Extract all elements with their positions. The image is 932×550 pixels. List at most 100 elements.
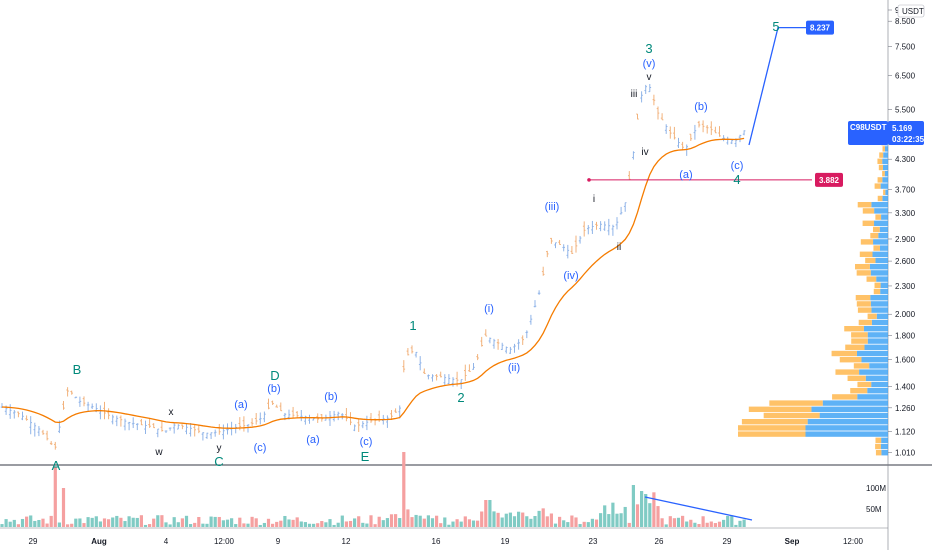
volume-bar xyxy=(328,519,332,527)
wave-label-minor: (iii) xyxy=(545,201,560,213)
volume-bar xyxy=(459,521,463,527)
volume-bar xyxy=(49,515,53,527)
symbol-label: C98USDT xyxy=(850,123,887,132)
volume-bar xyxy=(156,515,160,527)
volume-profile-bar xyxy=(839,357,862,363)
volume-profile-bar xyxy=(872,226,880,233)
volume-bar xyxy=(730,515,734,527)
time-tick-label: Sep xyxy=(785,537,800,546)
volume-bar xyxy=(29,515,33,527)
volume-bar xyxy=(521,512,525,527)
volume-profile-bar xyxy=(856,350,888,357)
wave-label-sub: w xyxy=(154,447,163,458)
wave-label-main: B xyxy=(73,362,82,377)
volume-bar xyxy=(685,521,689,527)
price-tick-label: 6.500 xyxy=(895,72,916,81)
volume-bar xyxy=(480,511,484,527)
wave-label-minor: (i) xyxy=(484,303,494,315)
volume-profile-bar xyxy=(881,214,888,220)
volume-bar xyxy=(570,515,574,527)
volume-axis: 100M 50M xyxy=(866,484,886,514)
volume-bar xyxy=(246,523,250,527)
volume-profile-bar xyxy=(850,388,868,394)
time-tick-label: 29 xyxy=(723,537,732,546)
volume-bar xyxy=(488,500,492,527)
volume-profile-bar xyxy=(835,369,860,375)
volume-profile-bar xyxy=(870,301,888,307)
volume-bar xyxy=(82,523,86,527)
wave-label-minor: (c) xyxy=(731,160,744,172)
volume-bar xyxy=(271,523,275,527)
support-anchor[interactable] xyxy=(587,178,591,182)
price-axis[interactable]: 9 8.500 7.500 6.500 5.500 4.300 3.700 3.300 2.90… xyxy=(888,4,925,458)
candles xyxy=(0,84,746,450)
volume-bar xyxy=(107,519,111,527)
volume-bar xyxy=(16,524,20,527)
wave-5-projection[interactable] xyxy=(748,26,806,146)
volume-bar xyxy=(78,518,82,527)
volume-bar xyxy=(98,521,102,527)
volume-bar xyxy=(709,521,713,527)
volume-bar xyxy=(681,515,685,527)
volume-bar xyxy=(221,520,225,527)
time-tick-label: 26 xyxy=(655,537,664,546)
volume-bar xyxy=(0,524,4,527)
volume-profile-bar xyxy=(867,332,888,338)
price-tick-label: 3.300 xyxy=(895,209,916,218)
volume-profile-bar xyxy=(832,394,858,400)
volume-bar xyxy=(180,518,184,527)
price-tick-label: 2.900 xyxy=(895,235,916,244)
volume-profile-bar xyxy=(807,419,888,425)
volume-bar xyxy=(668,516,672,527)
volume-bar xyxy=(86,517,90,527)
volume-bar xyxy=(504,513,508,527)
wave-label-main: 5 xyxy=(772,19,779,34)
volume-profile-bar xyxy=(871,319,888,326)
volume-bar xyxy=(111,517,115,527)
volume-profile-bar xyxy=(873,245,880,251)
volume-bar xyxy=(189,524,193,527)
volume-bar xyxy=(422,518,426,527)
volume-bar xyxy=(176,522,180,527)
volume-bar xyxy=(357,516,361,527)
currency-badge[interactable] xyxy=(897,4,925,18)
time-tick-label: 29 xyxy=(29,537,38,546)
volume-bar xyxy=(545,516,549,527)
volume-tick-label: 100M xyxy=(866,484,886,493)
volume-bar xyxy=(410,517,414,527)
volume-bar xyxy=(467,519,471,527)
volume-bar xyxy=(389,514,394,527)
volume-profile-bar xyxy=(882,164,888,171)
volume-bar xyxy=(53,467,57,527)
wave-label-minor: (b) xyxy=(324,391,337,403)
support-price-flag-text: 3.882 xyxy=(819,176,840,185)
volume-profile-bar xyxy=(874,220,888,226)
elliott-wave-projection[interactable] xyxy=(587,26,812,182)
volume-profile-bar xyxy=(875,450,882,456)
time-tick-label: 12:00 xyxy=(214,537,235,546)
time-axis[interactable]: 29 Aug 4 12:00 9 12 16 19 23 26 29 Sep 12:00 xyxy=(29,537,864,546)
price-tick-label: 2.300 xyxy=(895,282,916,291)
last-price-flag xyxy=(848,121,888,145)
volume-bar xyxy=(599,513,603,527)
volume-bar xyxy=(148,524,152,527)
price-tick-label: 9 xyxy=(895,6,900,15)
volume-profile-bar xyxy=(874,183,881,189)
volume-profile-bar xyxy=(877,177,883,183)
volume-bar xyxy=(508,512,512,527)
volume-profile-bar xyxy=(880,288,888,295)
volume-bar xyxy=(4,519,8,527)
volume-profile-bar xyxy=(856,301,871,307)
wave-label-minor: (v) xyxy=(643,58,656,70)
volume-bar xyxy=(627,522,631,527)
price-tick-label: 1.400 xyxy=(895,382,916,391)
volume-bar xyxy=(529,518,533,527)
volume-profile-bar xyxy=(856,270,871,276)
volume-bar xyxy=(635,504,640,527)
wave-label-main: D xyxy=(270,368,279,383)
volume-profile-bar xyxy=(880,183,888,189)
volume-profile-bar xyxy=(883,189,886,195)
volume-profile-bar xyxy=(822,400,888,406)
